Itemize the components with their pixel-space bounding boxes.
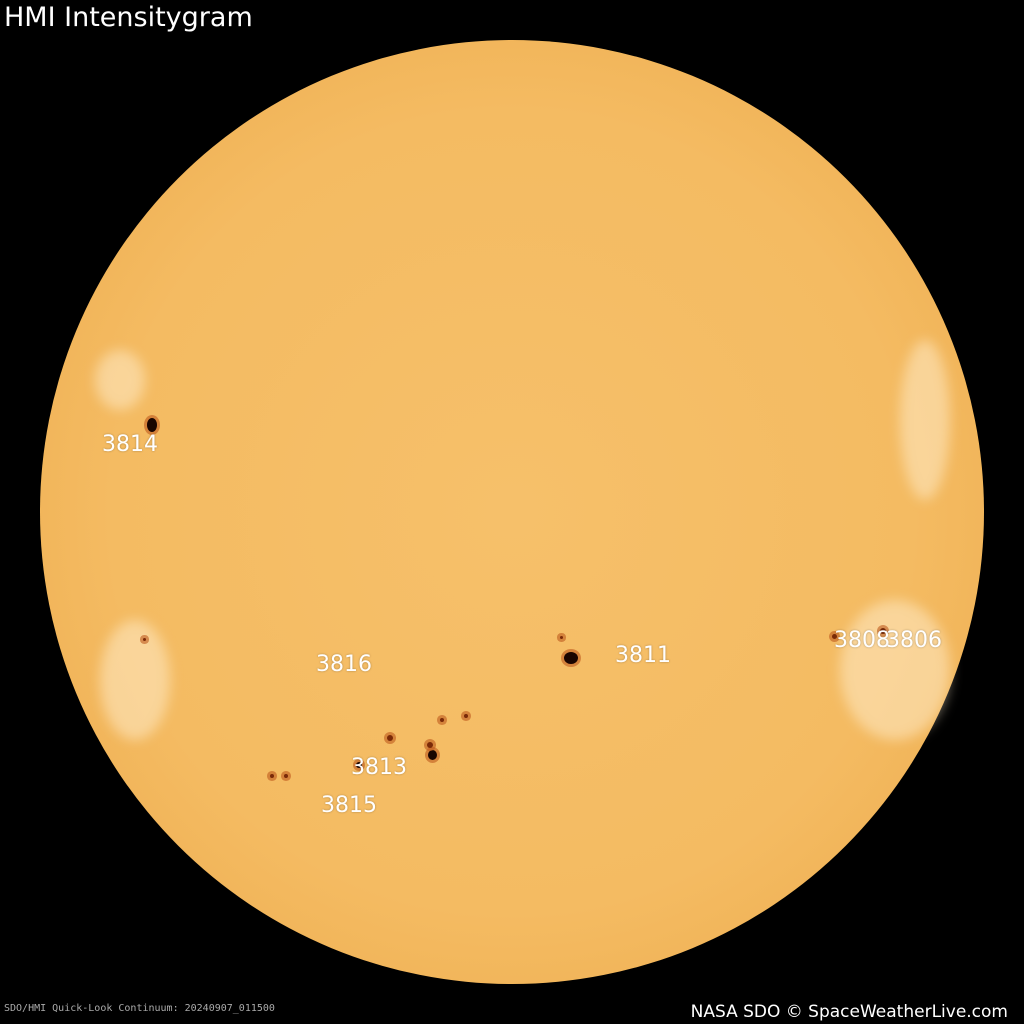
sunspot	[143, 638, 146, 641]
facula	[95, 350, 145, 410]
facula	[840, 600, 950, 740]
facula	[900, 340, 950, 500]
sunspot-3811	[564, 652, 578, 664]
sunspot	[464, 714, 468, 718]
solar-disk	[40, 40, 984, 984]
image-credit: NASA SDO © SpaceWeatherLive.com	[690, 1002, 1008, 1022]
sunspot	[284, 774, 288, 778]
region-label: 3811	[615, 643, 671, 668]
sunspot	[440, 718, 444, 722]
facula	[100, 620, 170, 740]
region-label: 3815	[321, 793, 377, 818]
sunspot-3814	[147, 418, 157, 432]
sunspot	[880, 628, 886, 634]
sunspot	[560, 636, 563, 639]
sunspot-3815	[270, 774, 274, 778]
sunspot	[832, 634, 837, 639]
sunspot-3813	[428, 750, 437, 760]
region-label: 3816	[316, 652, 372, 677]
region-label: 3813	[351, 755, 407, 780]
region-label: 3806	[886, 628, 942, 653]
region-label: 3808	[834, 628, 890, 653]
sunspot	[427, 742, 433, 748]
image-title: HMI Intensitygram	[4, 2, 253, 33]
image-caption: SDO/HMI Quick-Look Continuum: 20240907_0…	[4, 1003, 275, 1014]
sunspot	[387, 735, 393, 741]
region-label: 3814	[102, 432, 158, 457]
sunspot	[356, 762, 362, 768]
